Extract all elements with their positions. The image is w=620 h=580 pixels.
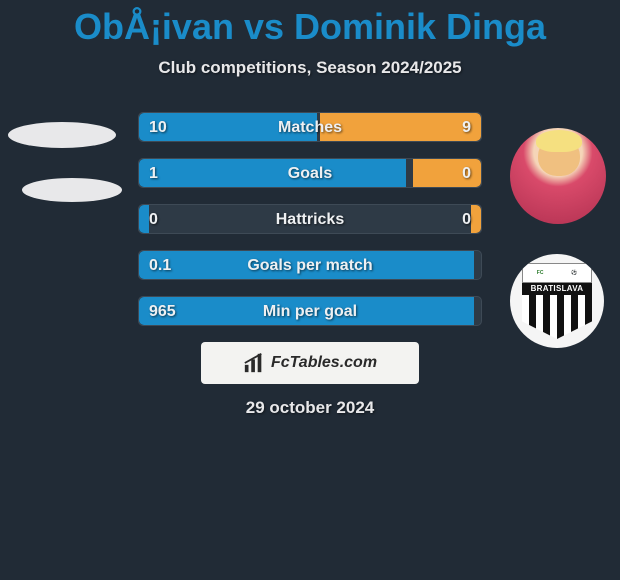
brand-text: FcTables.com	[271, 354, 377, 372]
stat-row: 00Hattricks	[138, 204, 482, 234]
stat-row: 109Matches	[138, 112, 482, 142]
stat-label: Hattricks	[139, 205, 481, 233]
date-text: 29 october 2024	[0, 398, 620, 418]
subtitle: Club competitions, Season 2024/2025	[0, 58, 620, 78]
stat-label: Goals per match	[139, 251, 481, 279]
stat-row: 965Min per goal	[138, 296, 482, 326]
player-photo-placeholder	[8, 122, 116, 148]
stat-label: Min per goal	[139, 297, 481, 325]
club-badge-placeholder	[22, 178, 122, 202]
club-badge: FC⚽ BRATISLAVA	[510, 254, 604, 348]
stat-bars: 109Matches 10Goals 00Hattricks 0.1Goals per…	[138, 112, 482, 326]
club-badge-text: BRATISLAVA	[522, 283, 592, 295]
stat-row: 0.1Goals per match	[138, 250, 482, 280]
left-player-column	[8, 112, 118, 202]
stat-label: Goals	[139, 159, 481, 187]
stat-row: 10Goals	[138, 158, 482, 188]
comparison-panel: FC⚽ BRATISLAVA 109Matches10Goals00Hattri…	[0, 112, 620, 326]
bars-icon	[243, 352, 265, 374]
right-player-column: FC⚽ BRATISLAVA	[510, 112, 610, 348]
stat-label: Matches	[139, 113, 481, 141]
player-photo	[510, 128, 606, 224]
brand-box: FcTables.com	[201, 342, 419, 384]
page-title: ObÅ¡ivan vs Dominik Dinga	[0, 0, 620, 48]
club-shield: FC⚽ BRATISLAVA	[522, 263, 592, 339]
